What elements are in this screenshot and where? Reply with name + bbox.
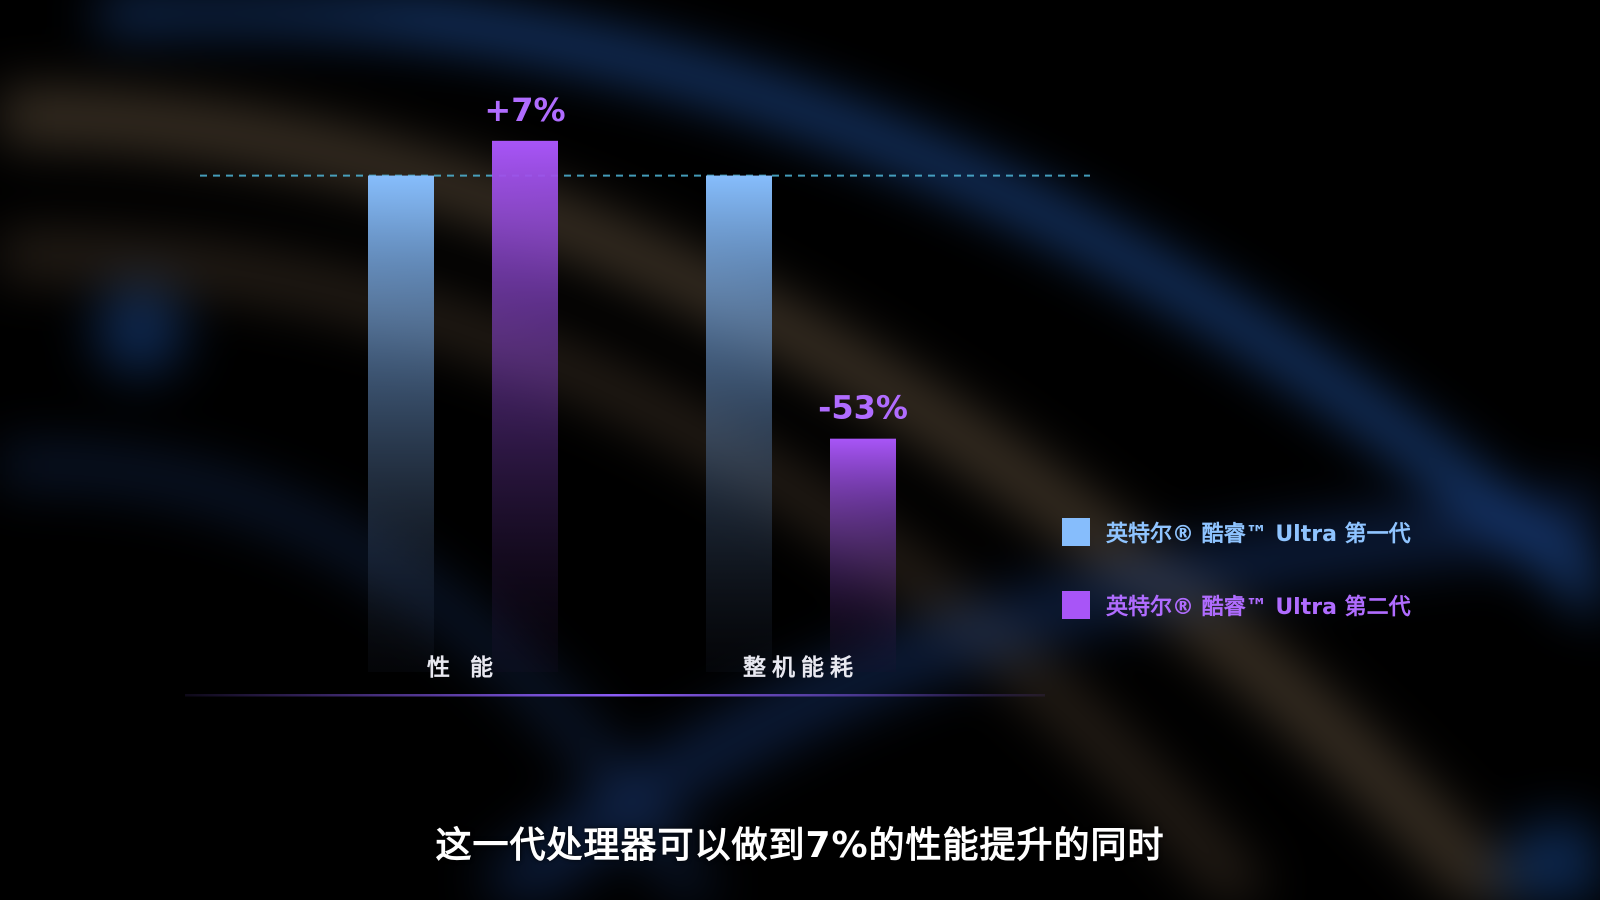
category-label-2: 整机能耗: [743, 654, 859, 681]
data-label-1: +7%: [484, 91, 565, 129]
data-label-2: -53%: [818, 389, 908, 427]
legend-label-series-2: 英特尔® 酷睿™ Ultra 第二代: [1106, 595, 1411, 620]
video-subtitle: 这一代处理器可以做到7%的性能提升的同时: [435, 825, 1165, 866]
bar-series-1-category-2: [706, 175, 772, 673]
legend-swatch-series-2: [1062, 591, 1090, 619]
legend-item-series-1: 英特尔® 酷睿™ Ultra 第一代: [1062, 516, 1482, 548]
legend-swatch-series-1: [1062, 518, 1090, 546]
legend-label-series-1: 英特尔® 酷睿™ Ultra 第一代: [1106, 522, 1411, 547]
bar-series-2-category-1: [492, 140, 558, 673]
bar-series-1-category-1: [368, 175, 434, 673]
legend-item-series-2: 英特尔® 酷睿™ Ultra 第二代: [1062, 589, 1482, 621]
x-axis-baseline: [185, 694, 1045, 697]
chart-legend: 英特尔® 酷睿™ Ultra 第一代 英特尔® 酷睿™ Ultra 第二代: [1062, 516, 1482, 662]
bar-series-2-category-2: [830, 438, 896, 672]
category-label-1: 性 能: [427, 654, 499, 681]
